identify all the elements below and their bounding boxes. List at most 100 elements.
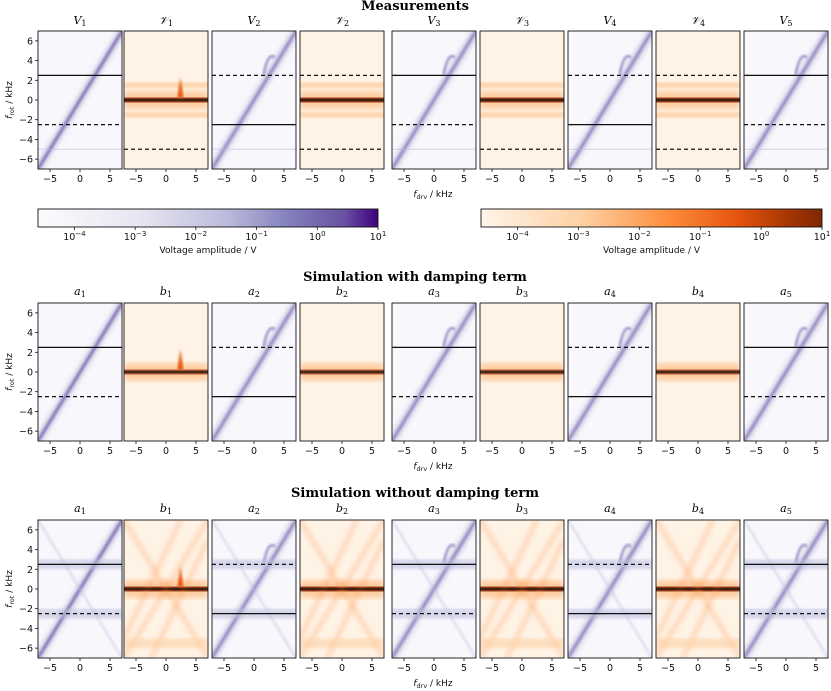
panel-title-subscript: 3 (435, 19, 440, 28)
x-tick-label: 5 (637, 174, 643, 185)
x-tick-label: 0 (251, 174, 257, 185)
section-title-2: Simulation with damping term (303, 270, 527, 285)
x-tick-label: 0 (607, 446, 613, 457)
panel-title-subscript: 2 (343, 290, 348, 299)
y-axis-label: frot / kHz (5, 353, 16, 391)
crossing-feature (618, 327, 632, 347)
cross-streak (480, 520, 539, 639)
x-tick-label: 5 (281, 174, 287, 185)
panel-1-1: V1 −5 0 5 −6 −4 −2 0 2 4 6 frot / kHz (5, 14, 123, 185)
panel-title: b2 (336, 285, 348, 299)
panel-2-9: a5 −5 0 5 (743, 285, 829, 457)
diagonal-line (392, 31, 476, 169)
x-tick-label: 5 (461, 174, 467, 185)
y-tick-label: 2 (27, 76, 33, 87)
y-tick-label: 4 (27, 545, 33, 556)
low-band (124, 638, 208, 649)
colorbar-tick-label: 101 (814, 230, 831, 243)
panel-1-3: V2 −5 0 5 (211, 14, 297, 185)
panel-title-subscript: 2 (344, 19, 349, 28)
panel-title-subscript: 5 (787, 290, 792, 299)
panel-title-subscript: 4 (611, 507, 616, 516)
crossing-feature (794, 327, 808, 347)
section-title-3: Simulation without damping term (291, 486, 539, 501)
colorbar-tick-label: 10−2 (628, 230, 650, 243)
panel-title: V2 (247, 14, 260, 28)
y-tick-label: 2 (27, 565, 33, 576)
diagonal-line (744, 31, 828, 169)
x-tick-label: 0 (339, 663, 345, 674)
x-tick-label: −5 (661, 446, 675, 457)
heatmap-image (568, 31, 652, 169)
panel-1-7: V4 −5 0 5 (567, 14, 653, 185)
panel-title: b1 (160, 502, 172, 516)
y-tick-label: 2 (27, 348, 33, 359)
colorbar-label: Voltage amplitude / V (159, 246, 257, 256)
panel-title-subscript: 2 (255, 290, 260, 299)
diagonal-line (212, 303, 296, 441)
panel-1-2: 𝒱1 −5 0 5 (123, 14, 209, 185)
panel-title-subscript: 4 (611, 19, 616, 28)
section-title-1: Measurements (361, 0, 469, 14)
panel-2-5: a3 −5 0 5 (391, 285, 477, 457)
x-axis-label: fdrv / kHz (413, 462, 453, 473)
heatmap-image (38, 303, 122, 441)
x-tick-label: 5 (549, 663, 555, 674)
y-tick-label: −6 (19, 644, 33, 655)
x-tick-label: 0 (339, 174, 345, 185)
x-tick-label: 5 (369, 663, 375, 674)
side-band (300, 111, 384, 118)
heatmap-image (212, 31, 296, 169)
low-band (300, 638, 384, 649)
anti-diagonal (212, 520, 296, 658)
x-tick-label: 5 (107, 663, 113, 674)
y-tick-label: 6 (27, 36, 33, 47)
panel-1-5: V3 −5 0 5 (391, 14, 477, 185)
colorbar-tick-label: 100 (309, 230, 326, 243)
x-tick-label: 5 (637, 663, 643, 674)
x-tick-label: 5 (369, 446, 375, 457)
x-tick-label: 0 (163, 663, 169, 674)
panel-title: a2 (248, 285, 260, 299)
panel-title-subscript: 2 (255, 19, 260, 28)
y-tick-label: 0 (27, 96, 33, 107)
x-tick-label: −5 (749, 174, 763, 185)
panel-3-1: a1 −5 0 5 −6 −4 −2 0 2 4 6 frot / kHz (5, 502, 123, 674)
x-tick-label: 5 (193, 174, 199, 185)
x-tick-label: 0 (783, 663, 789, 674)
x-tick-label: −5 (573, 663, 587, 674)
panel-title-subscript: 4 (699, 507, 704, 516)
panel-title: 𝒱4 (691, 14, 705, 28)
x-tick-label: 0 (431, 174, 437, 185)
panel-title: a4 (604, 285, 616, 299)
panel-3-5: a3 −5 0 5 (391, 502, 477, 674)
colorbar-tick-label: 100 (753, 230, 770, 243)
x-tick-label: −5 (129, 446, 143, 457)
x-tick-label: −5 (573, 174, 587, 185)
x-tick-label: 0 (163, 446, 169, 457)
panel-title-subscript: 1 (167, 290, 172, 299)
heatmap-image (392, 31, 476, 169)
panel-title: b4 (692, 502, 704, 516)
x-axis-label: fdrv / kHz (413, 679, 453, 690)
x-tick-label: 0 (431, 446, 437, 457)
x-tick-label: −5 (217, 174, 231, 185)
x-tick-label: −5 (661, 174, 675, 185)
x-tick-label: −5 (43, 663, 57, 674)
x-tick-label: 0 (77, 446, 83, 457)
crossing-feature (262, 55, 276, 75)
x-tick-label: 5 (813, 174, 819, 185)
y-tick-label: −2 (19, 387, 33, 398)
panel-2-3: a2 −5 0 5 (211, 285, 297, 457)
panel-title-subscript: 4 (611, 290, 616, 299)
panel-title: a3 (428, 502, 440, 516)
x-tick-label: 0 (77, 663, 83, 674)
panel-3-8: b4 −5 0 5 (655, 502, 741, 674)
x-tick-label: −5 (43, 446, 57, 457)
heatmap-image (568, 303, 652, 441)
panel-title-subscript: 3 (523, 507, 528, 516)
crossing-feature (442, 55, 456, 75)
y-tick-label: −2 (19, 604, 33, 615)
x-tick-label: 5 (461, 446, 467, 457)
colorbar-1: 10−4 10−3 10−2 10−1 100 101 Voltage amplitude … (37, 208, 386, 256)
